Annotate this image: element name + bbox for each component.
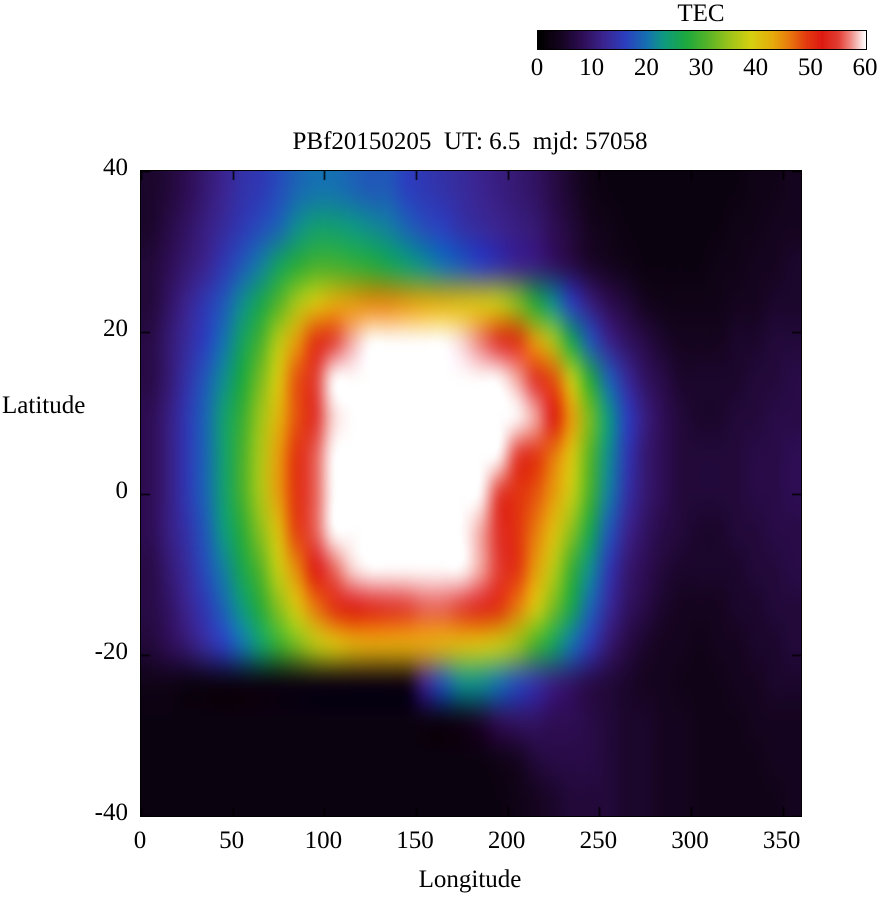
x-axis-label: Longitude: [418, 866, 522, 893]
x-tick-label: 350: [762, 827, 801, 854]
x-tick-label: 0: [133, 827, 147, 854]
x-tick-label: 100: [304, 827, 343, 854]
x-tick-label: 250: [579, 827, 618, 854]
y-tick-label: 0: [115, 476, 129, 504]
y-tick-label: -20: [94, 637, 128, 665]
x-tick-label: 300: [671, 827, 709, 854]
colorbar-tick-label: 60: [852, 54, 878, 81]
colorbar-tick-label: 20: [633, 54, 659, 81]
colorbar-tick-label: 50: [797, 54, 823, 81]
colorbar-title: TEC: [677, 0, 725, 27]
heatmap-plot-area: [140, 170, 802, 817]
y-tick-label: 20: [103, 315, 128, 343]
colorbar-gradient: [537, 30, 867, 50]
colorbar-tick-label: 10: [579, 54, 605, 81]
plot-title: PBf20150205 UT: 6.5 mjd: 57058: [292, 128, 648, 155]
heatmap-canvas: [141, 171, 801, 816]
colorbar-tick-label: 0: [530, 54, 544, 81]
colorbar-tick-label: 40: [743, 54, 769, 81]
colorbar-tick-label: 30: [688, 54, 714, 81]
x-tick-label: 200: [487, 827, 526, 854]
x-tick-label: 150: [396, 827, 434, 854]
x-tick-label: 50: [219, 827, 245, 854]
y-axis-label: Latitude: [2, 392, 86, 419]
y-tick-label: 40: [103, 154, 128, 181]
y-tick-label: -40: [94, 799, 128, 826]
